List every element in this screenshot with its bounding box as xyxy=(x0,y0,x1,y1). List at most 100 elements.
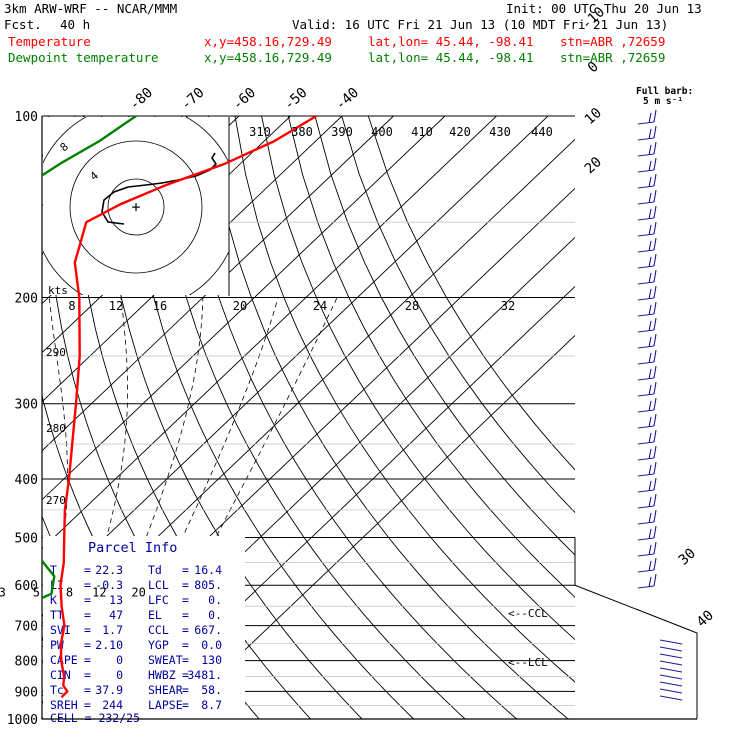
isotherm-label: -10 xyxy=(579,4,609,33)
wind-barb-staff xyxy=(637,489,655,493)
wind-barb xyxy=(637,381,657,397)
wind-barb-staff xyxy=(637,313,655,317)
hodograph-height-label: 410 xyxy=(411,125,433,139)
isotherm-label: -50 xyxy=(281,85,311,114)
wind-barb xyxy=(637,253,657,269)
wind-barb xyxy=(637,509,657,525)
wind-barb-staff xyxy=(637,201,655,205)
wind-barb-flag xyxy=(648,320,652,332)
parcel-info-cell: = xyxy=(182,593,189,607)
wind-barb-staff xyxy=(637,585,655,589)
parcel-info-cell-motion: CELL = 232/25 xyxy=(50,711,140,725)
parcel-info-cell: = xyxy=(182,563,189,577)
hodograph-height-label: 380 xyxy=(291,125,313,139)
parcel-info-panel xyxy=(43,536,245,719)
wind-barb-staff xyxy=(637,553,655,557)
wind-barb-flag xyxy=(648,496,652,508)
hodograph-height-label: 430 xyxy=(489,125,511,139)
dry-adiabat-line xyxy=(127,116,415,719)
parcel-info-cell: = xyxy=(84,578,91,592)
wind-barb-flag xyxy=(648,192,652,204)
parcel-info-cell: SREH xyxy=(50,698,78,712)
parcel-info-cell: 244 xyxy=(102,698,123,712)
wind-barb xyxy=(637,301,657,317)
wind-barb xyxy=(637,237,657,253)
parcel-info-cell: 16.4 xyxy=(194,563,222,577)
wind-barb-flag xyxy=(653,285,657,299)
pressure-label: 900 xyxy=(15,685,38,700)
dry-adiabat-line xyxy=(261,116,575,641)
wind-barb-staff xyxy=(637,441,655,445)
wind-barb-staff xyxy=(637,393,655,397)
isotherm-label: 20 xyxy=(582,154,605,177)
wind-barb-flag xyxy=(653,477,657,491)
parcel-info-cell: = xyxy=(182,578,189,592)
parcel-info-cell: 37.9 xyxy=(95,683,123,697)
wind-barb xyxy=(637,461,657,477)
hodograph-speed-label: 28 xyxy=(405,299,419,313)
wind-barb-flag xyxy=(648,144,652,156)
pressure-label: 700 xyxy=(15,620,38,635)
wind-barb-staff xyxy=(637,521,655,525)
isotherm-label: -80 xyxy=(127,85,157,114)
wind-barb-flag xyxy=(653,509,657,523)
parcel-info-cell: 2.10 xyxy=(95,638,123,652)
mixing-ratio-label: 5 xyxy=(33,586,40,600)
parcel-info-cell: YGP xyxy=(148,638,169,652)
parcel-info-cell: SWEAT xyxy=(148,653,183,667)
wind-barb-staff xyxy=(659,639,683,645)
init-time: Init: 00 UTC Thu 20 Jun 13 xyxy=(506,1,702,16)
wind-barb-flag xyxy=(648,400,652,412)
wind-barb-flag xyxy=(648,544,652,556)
wind-barb-staff xyxy=(637,153,655,157)
wind-barb-flag xyxy=(653,173,657,187)
wind-barb-flag xyxy=(648,368,652,380)
parcel-info-cell: 0 xyxy=(116,653,123,667)
parcel-info-cell: 13 xyxy=(109,593,123,607)
wind-barb-flag xyxy=(653,557,657,571)
wind-barb-staff xyxy=(659,688,683,694)
wind-barb xyxy=(637,205,657,221)
wind-barb xyxy=(637,541,657,557)
wind-barb xyxy=(637,173,657,189)
barb-legend-line1: Full barb: xyxy=(636,86,693,97)
parcel-info-cell: = xyxy=(182,668,189,682)
chart-edge xyxy=(574,537,698,719)
wind-barb-flag xyxy=(648,160,652,172)
wind-barb-flag xyxy=(648,288,652,300)
temperature-profile xyxy=(59,116,317,699)
temperature-latlon: lat,lon= 45.44, -98.41 xyxy=(368,34,534,49)
pressure-label: 800 xyxy=(15,655,38,670)
pressure-label: 100 xyxy=(15,110,38,125)
parcel-info-cell: = xyxy=(84,668,91,682)
temperature-station: stn=ABR ,72659 xyxy=(560,34,666,49)
wind-barb xyxy=(637,397,657,413)
wind-barb xyxy=(637,365,657,381)
dry-adiabat-line xyxy=(314,116,575,556)
wind-barb-staff xyxy=(659,667,683,673)
dry-adiabat-line xyxy=(367,116,575,471)
hodograph-height-label: 400 xyxy=(371,125,393,139)
wind-barb xyxy=(637,285,657,301)
mixing-ratio-label: 20 xyxy=(131,586,145,600)
adiabat-label: 290 xyxy=(46,346,66,359)
temperature-legend: Temperature xyxy=(8,34,91,49)
isotherm-line xyxy=(42,116,497,550)
wind-barb-flag xyxy=(653,349,657,363)
wind-barb-flag xyxy=(653,397,657,411)
moist-adiabat-line xyxy=(120,297,338,719)
dewpoint-station: stn=ABR ,72659 xyxy=(560,50,666,65)
wind-barb-staff xyxy=(637,169,655,173)
parcel-info-cell: = xyxy=(84,623,91,637)
isotherm-label: 40 xyxy=(694,607,717,630)
wind-barb-flag xyxy=(653,525,657,539)
parcel-info-cell: 1.7 xyxy=(102,623,123,637)
isotherm-line xyxy=(42,116,549,599)
wind-barb xyxy=(637,525,657,541)
parcel-info-cell: TT xyxy=(50,608,64,622)
parcel-info-cell: 47 xyxy=(109,608,123,622)
wind-barb-staff xyxy=(637,137,655,141)
parcel-info-cell: 8.7 xyxy=(201,698,222,712)
parcel-info-cell: CIN xyxy=(50,668,71,682)
